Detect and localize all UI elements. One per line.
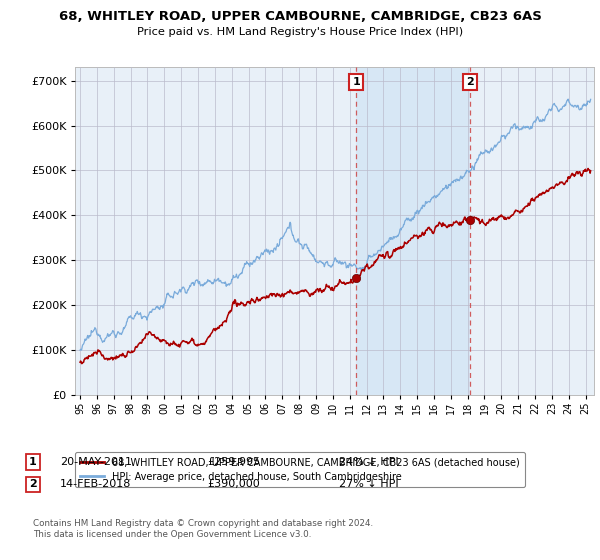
- Text: 1: 1: [29, 457, 37, 467]
- Text: Contains HM Land Registry data © Crown copyright and database right 2024.
This d: Contains HM Land Registry data © Crown c…: [33, 520, 373, 539]
- Text: 1: 1: [352, 77, 360, 87]
- Text: 14-FEB-2018: 14-FEB-2018: [60, 479, 131, 489]
- Text: Price paid vs. HM Land Registry's House Price Index (HPI): Price paid vs. HM Land Registry's House …: [137, 27, 463, 37]
- Text: 27% ↓ HPI: 27% ↓ HPI: [339, 479, 398, 489]
- Text: 68, WHITLEY ROAD, UPPER CAMBOURNE, CAMBRIDGE, CB23 6AS: 68, WHITLEY ROAD, UPPER CAMBOURNE, CAMBR…: [59, 10, 541, 23]
- Legend: 68, WHITLEY ROAD, UPPER CAMBOURNE, CAMBRIDGE, CB23 6AS (detached house), HPI: Av: 68, WHITLEY ROAD, UPPER CAMBOURNE, CAMBR…: [74, 452, 525, 487]
- Text: £259,995: £259,995: [207, 457, 260, 467]
- Text: 2: 2: [466, 77, 473, 87]
- Text: 2: 2: [29, 479, 37, 489]
- Bar: [356, 67, 470, 395]
- Text: 24% ↓ HPI: 24% ↓ HPI: [339, 457, 398, 467]
- Text: 20-MAY-2011: 20-MAY-2011: [60, 457, 132, 467]
- Text: £390,000: £390,000: [207, 479, 260, 489]
